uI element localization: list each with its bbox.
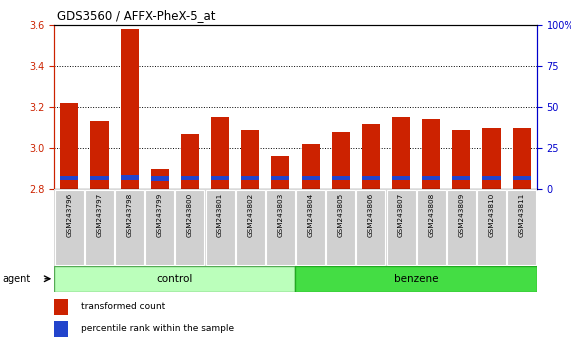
- Bar: [447, 190, 476, 265]
- Text: GSM243804: GSM243804: [308, 193, 313, 237]
- Bar: [181, 134, 199, 189]
- Text: transformed count: transformed count: [81, 302, 165, 311]
- Bar: [206, 190, 235, 265]
- Bar: [392, 176, 410, 180]
- Bar: [54, 321, 68, 337]
- Bar: [271, 176, 289, 180]
- Bar: [120, 29, 139, 189]
- Bar: [296, 266, 537, 292]
- Bar: [211, 118, 229, 189]
- Bar: [507, 190, 536, 265]
- Bar: [151, 169, 169, 189]
- Text: GSM243806: GSM243806: [368, 193, 374, 237]
- Bar: [54, 299, 68, 315]
- Bar: [417, 190, 446, 265]
- Text: agent: agent: [3, 274, 31, 284]
- Text: GSM243796: GSM243796: [66, 193, 73, 237]
- Text: GSM243808: GSM243808: [428, 193, 434, 237]
- Bar: [211, 176, 229, 180]
- Bar: [241, 130, 259, 189]
- Bar: [85, 190, 114, 265]
- Text: GSM243800: GSM243800: [187, 193, 193, 237]
- Bar: [513, 128, 530, 189]
- Bar: [296, 190, 325, 265]
- Bar: [482, 176, 501, 180]
- Text: GSM243810: GSM243810: [489, 193, 494, 237]
- Bar: [54, 266, 296, 292]
- Bar: [145, 190, 174, 265]
- Bar: [477, 190, 506, 265]
- Bar: [115, 190, 144, 265]
- Text: GSM243797: GSM243797: [96, 193, 102, 237]
- Text: control: control: [156, 274, 193, 284]
- Bar: [90, 121, 108, 189]
- Bar: [181, 176, 199, 180]
- Bar: [356, 190, 385, 265]
- Bar: [422, 176, 440, 180]
- Text: GSM243811: GSM243811: [518, 193, 525, 237]
- Bar: [332, 132, 350, 189]
- Bar: [175, 190, 204, 265]
- Bar: [482, 128, 501, 189]
- Bar: [452, 176, 471, 180]
- Bar: [120, 175, 139, 179]
- Bar: [332, 176, 350, 180]
- Bar: [301, 176, 320, 180]
- Bar: [362, 176, 380, 180]
- Bar: [422, 119, 440, 189]
- Bar: [326, 190, 355, 265]
- Bar: [236, 190, 265, 265]
- Bar: [151, 176, 169, 181]
- Text: percentile rank within the sample: percentile rank within the sample: [81, 324, 234, 333]
- Text: benzene: benzene: [394, 274, 439, 284]
- Text: GSM243807: GSM243807: [398, 193, 404, 237]
- Bar: [452, 130, 471, 189]
- Text: GDS3560 / AFFX-PheX-5_at: GDS3560 / AFFX-PheX-5_at: [57, 9, 216, 22]
- Bar: [362, 124, 380, 189]
- Bar: [387, 190, 416, 265]
- Text: GSM243798: GSM243798: [127, 193, 132, 237]
- Text: GSM243809: GSM243809: [459, 193, 464, 237]
- Bar: [90, 176, 108, 180]
- Text: GSM243801: GSM243801: [217, 193, 223, 237]
- Bar: [55, 190, 84, 265]
- Bar: [271, 156, 289, 189]
- Bar: [513, 176, 530, 180]
- Text: GSM243803: GSM243803: [278, 193, 283, 237]
- Bar: [301, 144, 320, 189]
- Text: GSM243802: GSM243802: [247, 193, 254, 237]
- Bar: [266, 190, 295, 265]
- Text: GSM243799: GSM243799: [157, 193, 163, 237]
- Bar: [61, 176, 78, 180]
- Text: GSM243805: GSM243805: [337, 193, 344, 237]
- Bar: [241, 176, 259, 180]
- Bar: [61, 103, 78, 189]
- Bar: [392, 118, 410, 189]
